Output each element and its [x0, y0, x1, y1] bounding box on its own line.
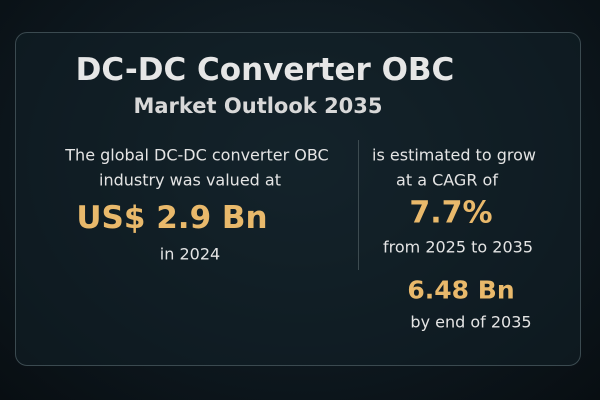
forecast-value: 6.48 Bn: [407, 275, 515, 305]
divider: [358, 140, 359, 270]
left-text: industry was valued at: [99, 170, 281, 190]
left-period: in 2024: [159, 244, 221, 264]
left-text: The global DC-DC converter OBC: [65, 145, 329, 165]
market-value: US$ 2.9 Bn: [76, 200, 268, 236]
cagr-value: 7.7%: [409, 195, 493, 231]
right-period: from 2025 to 2035: [383, 237, 533, 257]
right-text: is estimated to grow: [372, 145, 536, 165]
right-text: at a CAGR of: [396, 170, 498, 190]
panel: [15, 32, 581, 366]
forecast-period: by end of 2035: [410, 312, 532, 332]
subtitle: Market Outlook 2035: [133, 94, 383, 118]
title: DC-DC Converter OBC: [75, 52, 455, 88]
